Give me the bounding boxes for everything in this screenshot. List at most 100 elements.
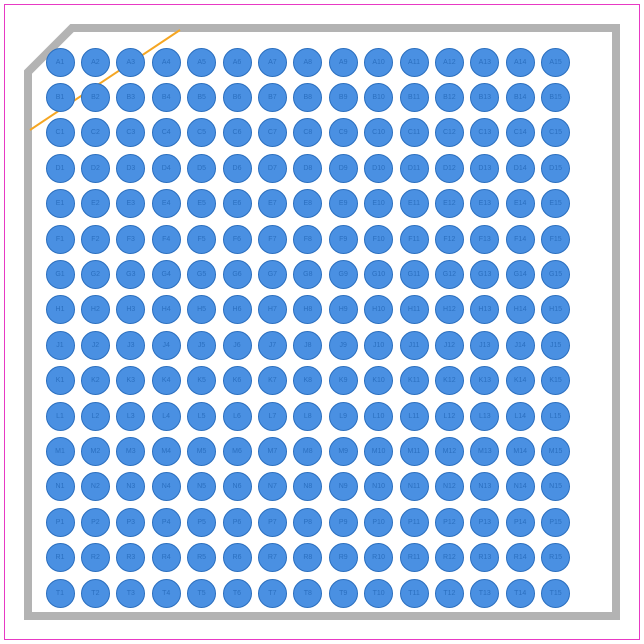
bga-pin: G6 [223, 260, 252, 289]
bga-pin: B11 [400, 83, 429, 112]
bga-pin: T1 [46, 579, 75, 608]
bga-pin-label: N2 [91, 483, 100, 490]
bga-pin: M2 [81, 437, 110, 466]
bga-pin: J3 [116, 331, 145, 360]
bga-pin-label: G2 [91, 271, 100, 278]
bga-pin: K2 [81, 366, 110, 395]
bga-pin-label: G7 [268, 271, 277, 278]
bga-pin: A15 [541, 48, 570, 77]
bga-pin-label: A10 [372, 59, 384, 66]
bga-pin: B6 [223, 83, 252, 112]
bga-pin-label: M4 [161, 448, 171, 455]
bga-pin-label: B13 [479, 94, 491, 101]
bga-pin: L10 [364, 402, 393, 431]
bga-pin-label: B14 [514, 94, 526, 101]
bga-pin-label: R12 [443, 554, 456, 561]
bga-pin-label: E13 [479, 200, 491, 207]
bga-pin: F5 [187, 225, 216, 254]
bga-pin: R12 [435, 543, 464, 572]
bga-pin-label: G14 [514, 271, 527, 278]
bga-pin-label: R15 [549, 554, 562, 561]
bga-pin-label: K10 [372, 377, 384, 384]
bga-pin: N11 [400, 472, 429, 501]
bga-pin-label: K4 [162, 377, 171, 384]
bga-pin: C6 [223, 118, 252, 147]
bga-pin-label: F10 [373, 236, 385, 243]
bga-pin: A14 [506, 48, 535, 77]
bga-pin-label: C12 [443, 129, 456, 136]
bga-pin: T9 [329, 579, 358, 608]
bga-pin-label: J8 [304, 342, 311, 349]
bga-pin: F3 [116, 225, 145, 254]
bga-pin: T12 [435, 579, 464, 608]
bga-pin: T11 [400, 579, 429, 608]
bga-pin: G7 [258, 260, 287, 289]
bga-pin-label: T10 [373, 590, 385, 597]
bga-pin: B8 [293, 83, 322, 112]
bga-pin-label: T3 [127, 590, 135, 597]
bga-pin-label: K8 [304, 377, 313, 384]
bga-pin: G3 [116, 260, 145, 289]
bga-pin-label: J13 [479, 342, 490, 349]
bga-pin-label: A6 [233, 59, 242, 66]
bga-pin: J15 [541, 331, 570, 360]
bga-pin: L8 [293, 402, 322, 431]
bga-pin: J10 [364, 331, 393, 360]
bga-pin: H7 [258, 295, 287, 324]
bga-pin-label: J2 [92, 342, 99, 349]
bga-pin-label: J3 [127, 342, 134, 349]
bga-pin: G15 [541, 260, 570, 289]
bga-pin: B2 [81, 83, 110, 112]
bga-pin: P13 [470, 508, 499, 537]
bga-pin: T7 [258, 579, 287, 608]
bga-pin-label: K2 [91, 377, 100, 384]
bga-pin-label: D10 [372, 165, 385, 172]
bga-pin: F12 [435, 225, 464, 254]
bga-pin: L15 [541, 402, 570, 431]
bga-pin-label: T5 [198, 590, 206, 597]
bga-pin-label: P6 [233, 519, 242, 526]
bga-pin-label: N10 [372, 483, 385, 490]
bga-pin: F11 [400, 225, 429, 254]
bga-pin-label: M9 [338, 448, 348, 455]
bga-pin-label: N12 [443, 483, 456, 490]
bga-pin-label: P7 [268, 519, 277, 526]
bga-pin: P3 [116, 508, 145, 537]
bga-pin-label: M2 [91, 448, 101, 455]
bga-pin: H14 [506, 295, 535, 324]
bga-pin: P14 [506, 508, 535, 537]
bga-pin: F10 [364, 225, 393, 254]
bga-pin-label: M6 [232, 448, 242, 455]
bga-pin-label: B1 [56, 94, 65, 101]
bga-pin-label: B15 [549, 94, 561, 101]
bga-pin-label: F15 [550, 236, 562, 243]
bga-pin: J7 [258, 331, 287, 360]
bga-pin: T8 [293, 579, 322, 608]
bga-pin: P1 [46, 508, 75, 537]
bga-pin-label: R11 [408, 554, 420, 561]
bga-pin-label: F6 [233, 236, 241, 243]
bga-pin: F15 [541, 225, 570, 254]
bga-pin-label: J4 [162, 342, 169, 349]
bga-pin-label: T12 [443, 590, 455, 597]
bga-pin: T6 [223, 579, 252, 608]
bga-pin-label: R13 [478, 554, 491, 561]
bga-pin: R14 [506, 543, 535, 572]
bga-pin: T13 [470, 579, 499, 608]
bga-pin-label: E14 [514, 200, 526, 207]
bga-pin-label: L1 [56, 413, 64, 420]
bga-pin-label: G8 [303, 271, 312, 278]
bga-pin: P2 [81, 508, 110, 537]
bga-pin-label: T4 [162, 590, 170, 597]
bga-pin: A3 [116, 48, 145, 77]
bga-pin: P12 [435, 508, 464, 537]
bga-pin: F9 [329, 225, 358, 254]
bga-pin-label: N1 [56, 483, 65, 490]
bga-pin-label: D12 [443, 165, 456, 172]
bga-pin: D14 [506, 154, 535, 183]
bga-pin: K10 [364, 366, 393, 395]
bga-pin-label: T13 [479, 590, 491, 597]
bga-pin-label: C6 [233, 129, 242, 136]
bga-pin: M10 [364, 437, 393, 466]
bga-pin: K12 [435, 366, 464, 395]
